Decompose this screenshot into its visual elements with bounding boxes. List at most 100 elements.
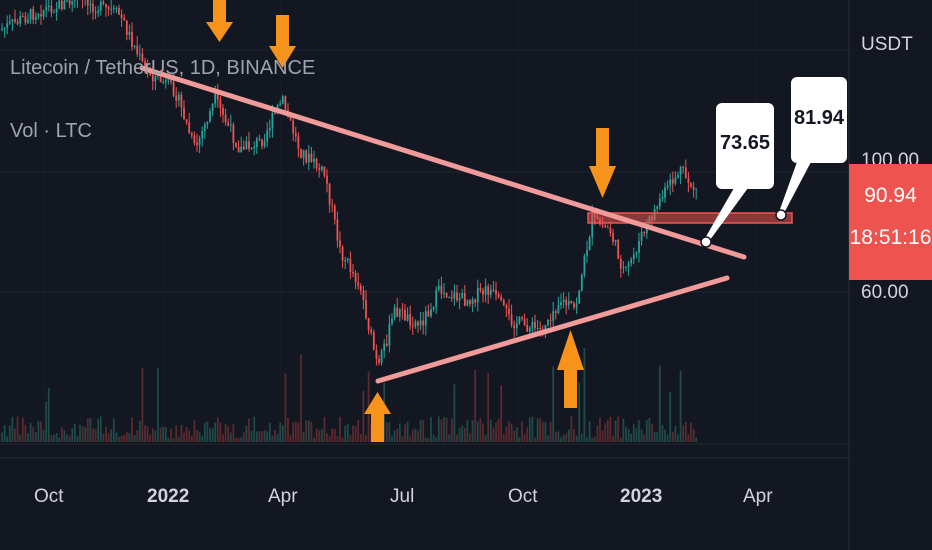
volume-bar xyxy=(401,436,404,442)
candle-body xyxy=(123,17,126,21)
volume-bar xyxy=(692,428,695,442)
volume-bar xyxy=(617,416,620,442)
candle-body xyxy=(604,225,607,228)
candle-body xyxy=(443,292,445,294)
volume-bar xyxy=(224,424,227,442)
candle-body xyxy=(666,185,669,188)
volume-bar xyxy=(71,428,74,442)
candle-body xyxy=(391,318,393,324)
candle-body xyxy=(554,311,557,313)
volume-bar xyxy=(479,418,482,442)
candle-body xyxy=(24,16,27,23)
price-callout[interactable]: 73.65 xyxy=(716,103,774,189)
volume-bar xyxy=(679,370,682,442)
volume-bar xyxy=(448,434,451,442)
candle-body xyxy=(435,289,438,307)
candle-body xyxy=(3,27,6,29)
volume-bar xyxy=(666,434,669,442)
volume-bar xyxy=(521,421,523,442)
volume-bar xyxy=(193,420,196,442)
volume-bar xyxy=(497,419,500,442)
candle-body xyxy=(1,28,3,30)
candle-body xyxy=(471,299,474,305)
volume-bar xyxy=(151,428,154,442)
volume-bar xyxy=(437,416,440,442)
ascending-trendline[interactable] xyxy=(375,275,730,384)
candle-body xyxy=(346,258,349,261)
volume-bar xyxy=(97,418,100,442)
callout-anchor[interactable] xyxy=(775,209,787,221)
current-price-tag[interactable]: 90.94 18:51:16 xyxy=(849,164,932,280)
volume-bar xyxy=(463,427,466,442)
volume-bar xyxy=(99,416,102,442)
candle-body xyxy=(630,259,633,264)
volume-bar xyxy=(138,420,141,442)
candle-body xyxy=(222,108,224,115)
volume-bar xyxy=(484,435,487,442)
candle-body xyxy=(560,302,562,306)
grid-lines xyxy=(0,49,849,445)
candle-body xyxy=(99,1,102,11)
candle-body xyxy=(326,175,328,184)
volume-bar xyxy=(279,422,282,442)
volume-bar xyxy=(445,417,448,442)
volume-bar xyxy=(671,431,674,442)
candle-body xyxy=(53,12,55,14)
candle-body xyxy=(154,76,157,82)
candle-body xyxy=(354,272,357,283)
volume-bar xyxy=(86,418,89,442)
candle-body xyxy=(115,7,118,9)
volume-bar xyxy=(552,366,555,442)
candle-body xyxy=(268,127,271,131)
volume-bar xyxy=(536,418,539,442)
price-tick-label: 60.00 xyxy=(861,282,909,303)
candle-body xyxy=(214,93,217,104)
callout-anchor[interactable] xyxy=(700,236,712,248)
volume-bar xyxy=(565,433,568,442)
candle-body xyxy=(375,349,378,359)
candle-body xyxy=(237,146,240,153)
volume-bar xyxy=(185,427,188,442)
volume-bar xyxy=(534,437,536,442)
volume-bar xyxy=(27,433,29,442)
volume-bar xyxy=(630,433,633,442)
descending-trendline[interactable] xyxy=(139,65,747,260)
candle-body xyxy=(482,290,484,295)
candle-body xyxy=(562,299,565,303)
volume-bar xyxy=(588,421,591,442)
candle-body xyxy=(380,350,383,363)
volume-bar xyxy=(144,425,146,442)
volume-bar xyxy=(510,423,513,442)
candle-body xyxy=(159,75,162,82)
candle-body xyxy=(640,232,643,241)
candle-body xyxy=(695,188,698,190)
volume-bar xyxy=(346,423,349,442)
volume-bar xyxy=(276,434,279,442)
candle-body xyxy=(47,5,50,7)
candle-body xyxy=(274,112,276,114)
volume-bar xyxy=(175,425,178,442)
candle-body xyxy=(300,148,302,158)
volume-bar xyxy=(409,436,412,442)
volume-bar xyxy=(66,434,68,442)
candle-body xyxy=(341,246,344,261)
candle-body xyxy=(196,142,198,146)
price-callout[interactable]: 81.94 xyxy=(791,77,847,163)
candle-body xyxy=(510,314,513,326)
candle-body xyxy=(502,300,505,306)
volume-bar xyxy=(294,421,297,442)
volume-bar xyxy=(513,430,516,442)
volume-bar xyxy=(593,436,596,442)
volume-bar xyxy=(248,418,250,442)
volume-bar xyxy=(63,430,66,442)
candle-body xyxy=(393,307,396,319)
volume-bar xyxy=(209,428,211,442)
volume-bar xyxy=(432,434,435,442)
volume-bar xyxy=(133,435,136,442)
volume-bar xyxy=(198,432,201,442)
resistance-zone[interactable] xyxy=(588,213,792,223)
candle-body xyxy=(180,94,183,108)
candle-body xyxy=(531,321,534,328)
volume-bar xyxy=(586,437,588,442)
